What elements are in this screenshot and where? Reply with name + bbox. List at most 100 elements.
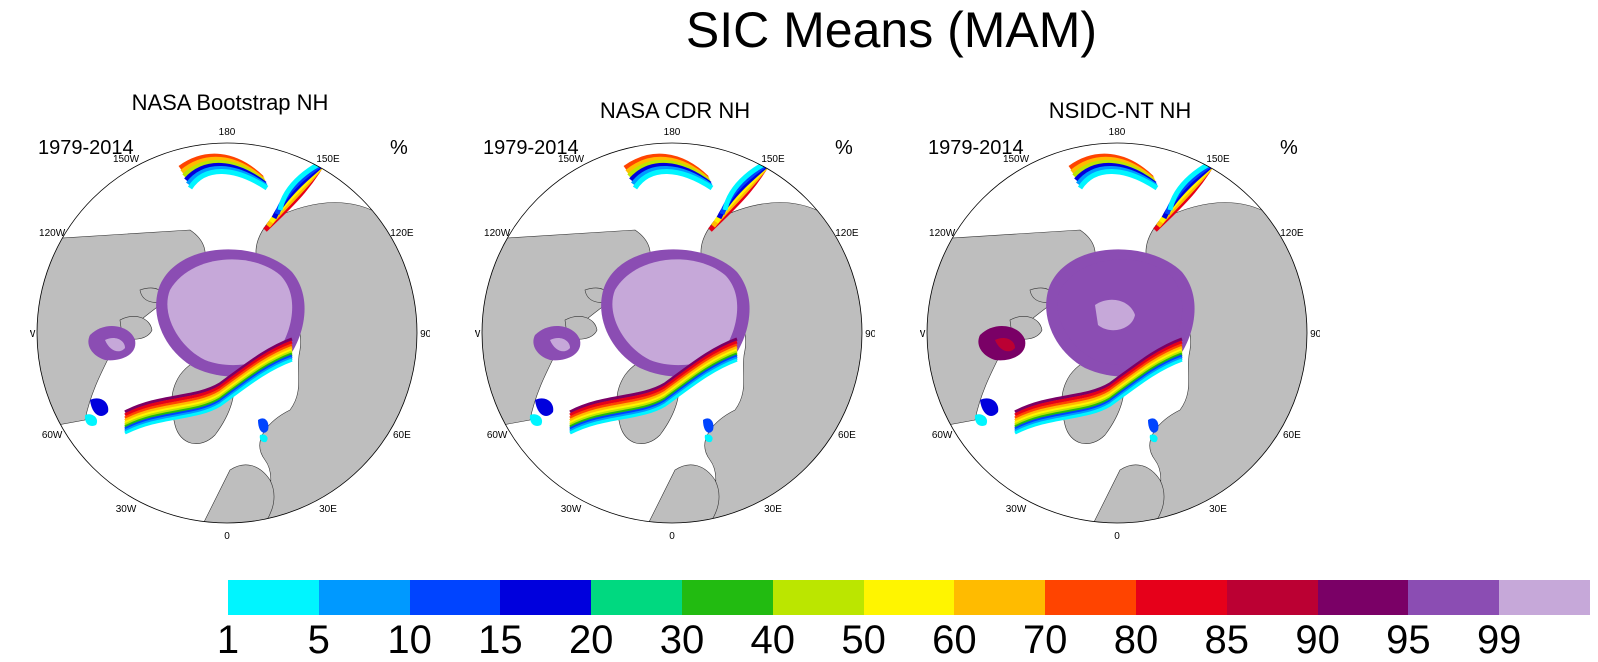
longitude-label: 30W <box>561 504 582 515</box>
longitude-label: 0 <box>1114 531 1120 542</box>
colorbar-tick-label: 60 <box>932 618 977 662</box>
ice-edge-band <box>569 348 738 425</box>
ice-edge-band <box>569 340 738 417</box>
ice-edge-band <box>1014 343 1183 420</box>
longitude-label: 120E <box>835 228 859 239</box>
ice-hudson-core <box>550 337 570 352</box>
longitude-label: 60W <box>42 430 63 441</box>
ice-labrador <box>529 414 543 426</box>
colorbar-box <box>863 580 955 615</box>
ice-bering-band <box>187 169 269 191</box>
map-panel-cdr: 180 150E 120E 90E 60E 30E 0 30W 60W 90W 120W 150W N… <box>475 90 875 550</box>
map-border <box>926 142 1308 524</box>
longitude-label: 180 <box>1109 127 1126 138</box>
longitude-label: 90E <box>1310 329 1320 340</box>
longitude-label: 150W <box>558 154 585 165</box>
map-border <box>36 142 418 524</box>
longitude-label: 60W <box>932 430 953 441</box>
panel-title: NASA Bootstrap NH <box>131 90 329 115</box>
map-panel-bootstrap: 180 150E 120E 90E 60E 30E 0 30W 60W 90W 120W 150W N… <box>30 90 430 550</box>
ice-edge-band <box>124 343 293 420</box>
longitude-label: 30E <box>1209 504 1227 515</box>
longitude-label: 120E <box>1280 228 1304 239</box>
polar-map: 180 150E 120E 90E 60E 30E 0 30W 60W 90W 120W 150W <box>920 127 1320 542</box>
ice-labrador <box>90 398 109 416</box>
longitude-label: 180 <box>219 127 236 138</box>
colorbar-box <box>1408 580 1500 615</box>
ice-edge-band <box>1014 354 1183 431</box>
ice-labrador <box>535 398 554 416</box>
ice-labrador <box>980 398 999 416</box>
ice-edge-band <box>124 348 293 425</box>
ice-edge-band <box>1014 337 1183 414</box>
ice-core-99 <box>167 259 293 366</box>
colorbar-box <box>682 580 774 615</box>
ice-edge-band <box>1014 352 1183 429</box>
map-panel-nsidc-nt: 180 150E 120E 90E 60E 30E 0 30W 60W 90W 120W 150W N… <box>920 90 1320 550</box>
ice-edge-band <box>569 356 738 433</box>
ice-edge-band <box>569 345 738 422</box>
longitude-label: 0 <box>224 531 230 542</box>
colorbar-tick-label: 95 <box>1386 618 1431 662</box>
ice-baltic <box>703 418 714 433</box>
longitude-label: 90E <box>865 329 875 340</box>
map-border <box>481 142 863 524</box>
ice-edge-band <box>569 358 738 435</box>
ice-baltic <box>259 434 268 443</box>
ice-edge-band <box>569 343 738 420</box>
colorbar-tick-label: 80 <box>1113 618 1159 662</box>
colorbar-tick-label: 10 <box>387 618 432 662</box>
longitude-label: 150W <box>1003 154 1030 165</box>
colorbar-tick-label: 85 <box>1204 618 1250 662</box>
longitude-label: 30W <box>1006 504 1027 515</box>
longitude-label: 60E <box>1283 430 1301 441</box>
colorbar <box>228 580 1591 615</box>
longitude-label: 60W <box>487 430 508 441</box>
ice-baltic <box>704 434 713 443</box>
longitude-label: 120W <box>39 228 66 239</box>
ice-edge-band <box>124 350 293 427</box>
longitude-label: 30W <box>116 504 137 515</box>
colorbar-tick-label: 30 <box>659 618 705 662</box>
longitude-label: 30E <box>319 504 337 515</box>
longitude-label: 90E <box>420 329 430 340</box>
ice-edge-band <box>124 358 293 435</box>
colorbar-box <box>772 580 865 615</box>
panel-title: NASA CDR NH <box>599 98 751 123</box>
longitude-label: 90W <box>920 329 926 340</box>
colorbar-box <box>1136 580 1228 615</box>
ice-baltic <box>1149 434 1158 443</box>
polar-map: 180 150E 120E 90E 60E 30E 0 30W 60W 90W 120W 150W <box>30 127 430 542</box>
ice-core-99 <box>1095 299 1135 331</box>
ice-baltic <box>1148 418 1159 433</box>
colorbar-box <box>1226 580 1319 615</box>
colorbar-tick-label: 90 <box>1295 618 1340 662</box>
colorbar-tick-label: 5 <box>307 618 330 662</box>
figure-title: SIC Means (MAM) <box>685 2 1098 58</box>
ice-labrador <box>84 414 98 426</box>
panel-period: 1979-2014 <box>483 137 579 159</box>
ice-edge-band <box>1014 348 1183 425</box>
longitude-label: 60E <box>393 430 411 441</box>
panel-units: % <box>1280 137 1298 159</box>
ice-edge-band <box>1014 350 1183 427</box>
panel-period: 1979-2014 <box>38 137 134 159</box>
ice-edge-band <box>569 354 738 431</box>
colorbar-box <box>1317 580 1409 615</box>
colorbar-tick-label: 40 <box>750 618 796 662</box>
colorbar-tick-label: 50 <box>841 618 886 662</box>
ice-edge-band <box>1014 340 1183 417</box>
panel-units: % <box>835 137 853 159</box>
longitude-label: 150E <box>316 154 340 165</box>
longitude-label: 150E <box>1206 154 1230 165</box>
ice-edge-band <box>1014 358 1183 435</box>
polar-map: 180 150E 120E 90E 60E 30E 0 30W 60W 90W 120W 150W <box>475 127 875 542</box>
longitude-label: 120W <box>929 228 956 239</box>
ice-edge-band <box>124 337 293 414</box>
colorbar-box <box>500 580 592 615</box>
colorbar-tick-label: 70 <box>1022 618 1068 662</box>
colorbar-box <box>318 580 411 615</box>
ice-hudson-core <box>105 337 125 352</box>
ice-edge-band <box>1014 345 1183 422</box>
ice-edge-band <box>124 345 293 422</box>
